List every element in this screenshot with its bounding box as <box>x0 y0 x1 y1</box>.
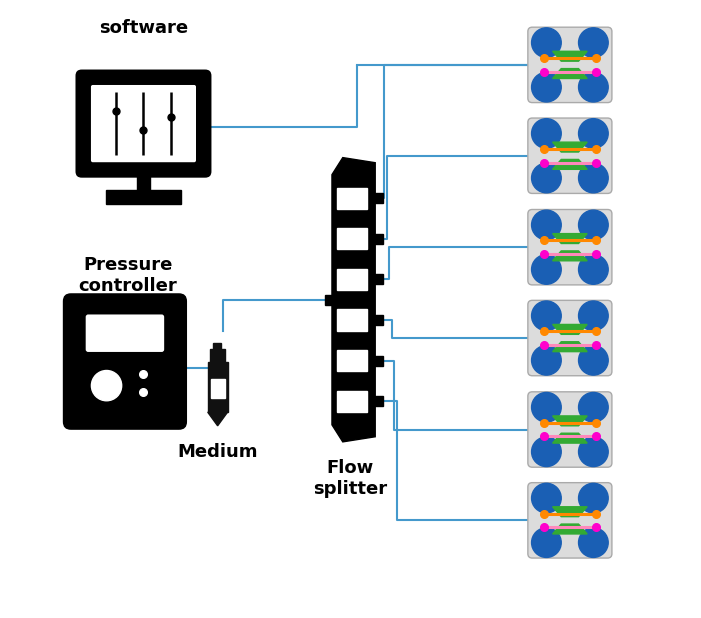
Circle shape <box>578 255 608 284</box>
Circle shape <box>578 345 608 375</box>
Text: software: software <box>99 19 188 38</box>
Text: Pressure
controller: Pressure controller <box>79 256 177 295</box>
Polygon shape <box>552 51 587 61</box>
Circle shape <box>578 28 608 57</box>
Bar <box>210 379 225 398</box>
Circle shape <box>531 437 562 467</box>
Circle shape <box>531 210 562 240</box>
FancyBboxPatch shape <box>528 300 612 376</box>
Polygon shape <box>552 433 587 443</box>
Bar <box>375 315 383 325</box>
Bar <box>375 274 383 284</box>
Bar <box>325 295 332 305</box>
Polygon shape <box>552 159 587 169</box>
FancyBboxPatch shape <box>86 315 164 352</box>
FancyBboxPatch shape <box>76 70 212 178</box>
Text: Flow
splitter: Flow splitter <box>313 459 388 498</box>
Bar <box>375 193 383 203</box>
Circle shape <box>578 301 608 331</box>
Polygon shape <box>552 69 587 78</box>
Circle shape <box>578 437 608 467</box>
Circle shape <box>531 301 562 331</box>
Circle shape <box>531 483 562 513</box>
Bar <box>375 234 383 243</box>
Bar <box>337 391 367 412</box>
Circle shape <box>531 392 562 422</box>
Bar <box>337 269 367 290</box>
FancyBboxPatch shape <box>528 392 612 467</box>
Circle shape <box>531 255 562 284</box>
Circle shape <box>578 483 608 513</box>
Bar <box>212 343 221 349</box>
Polygon shape <box>552 142 587 152</box>
FancyBboxPatch shape <box>91 85 196 163</box>
Bar <box>210 349 225 362</box>
FancyBboxPatch shape <box>528 118 612 193</box>
Bar <box>337 310 367 331</box>
Circle shape <box>531 119 562 148</box>
Polygon shape <box>552 234 587 243</box>
Circle shape <box>91 370 122 401</box>
Bar <box>375 396 383 406</box>
Bar <box>337 228 367 250</box>
Circle shape <box>531 72 562 102</box>
Polygon shape <box>552 507 587 517</box>
Polygon shape <box>207 412 228 426</box>
FancyBboxPatch shape <box>528 483 612 558</box>
Polygon shape <box>552 251 587 261</box>
Circle shape <box>578 528 608 557</box>
Bar <box>107 190 181 204</box>
Text: Medium: Medium <box>177 443 258 461</box>
Circle shape <box>578 210 608 240</box>
Circle shape <box>531 28 562 57</box>
Circle shape <box>578 392 608 422</box>
FancyBboxPatch shape <box>528 210 612 285</box>
Circle shape <box>578 119 608 148</box>
Circle shape <box>578 72 608 102</box>
Circle shape <box>531 163 562 193</box>
Bar <box>337 350 367 371</box>
Circle shape <box>531 345 562 375</box>
Polygon shape <box>332 158 375 442</box>
Circle shape <box>578 163 608 193</box>
Polygon shape <box>552 524 587 534</box>
Bar <box>375 356 383 366</box>
FancyBboxPatch shape <box>63 294 187 430</box>
Polygon shape <box>207 362 228 412</box>
FancyBboxPatch shape <box>528 27 612 103</box>
Polygon shape <box>552 342 587 352</box>
Polygon shape <box>552 416 587 426</box>
Bar <box>137 171 149 192</box>
Bar <box>337 188 367 209</box>
Polygon shape <box>552 324 587 334</box>
Circle shape <box>531 528 562 557</box>
